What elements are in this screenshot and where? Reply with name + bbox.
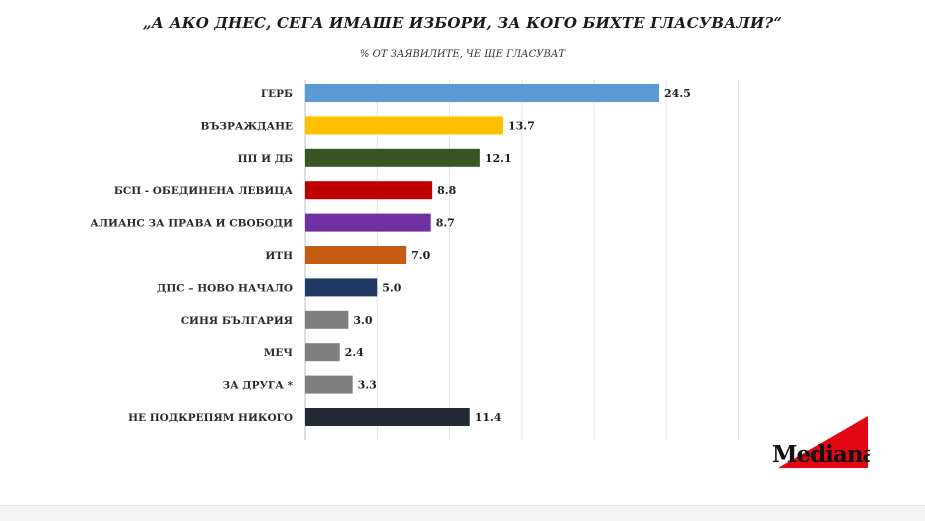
bar (305, 84, 660, 102)
category-label: ДПС – НОВО НАЧАЛО (157, 282, 293, 294)
category-label: БСП - ОБЕДИНЕНА ЛЕВИЦА (114, 185, 294, 197)
bottom-band (0, 505, 925, 521)
logo-red-triangle (778, 416, 868, 468)
bar (305, 278, 378, 297)
value-label: 2.4 (345, 346, 364, 359)
value-labels: 24.5 13.7 12.1 8.8 8.7 7.0 5.0 3.0 2.4 3.3 11.4 (345, 87, 691, 424)
category-label: СИНЯ БЪЛГАРИЯ (181, 315, 293, 327)
category-label: ПП И ДБ (238, 153, 293, 165)
value-label: 11.4 (475, 411, 502, 424)
category-label: ВЪЗРАЖДАНЕ (200, 120, 293, 132)
bar (305, 408, 470, 426)
bar (305, 310, 349, 329)
category-label: ЗА ДРУГА * (223, 380, 294, 392)
value-label: 12.1 (485, 152, 512, 165)
bar (305, 116, 503, 135)
value-label: 8.8 (437, 184, 456, 197)
value-label: 13.7 (508, 119, 535, 132)
value-label: 7.0 (411, 249, 430, 262)
mediana-logo: Mediana (772, 416, 870, 468)
category-label: НЕ ПОДКРЕПЯМ НИКОГО (128, 412, 293, 424)
chart-title: „А АКО ДНЕС, СЕГА ИМАШЕ ИЗБОРИ, ЗА КОГО … (142, 14, 783, 32)
logo-text: Mediana (772, 441, 870, 468)
bar (305, 213, 431, 232)
chart-subtitle: % ОТ ЗАЯВИЛИТЕ, ЧЕ ЩЕ ГЛАСУВАТ (359, 49, 566, 60)
value-label: 3.0 (353, 314, 372, 327)
category-label: ИТН (265, 250, 293, 262)
category-label: МЕЧ (264, 347, 294, 359)
category-labels: ГЕРБ ВЪЗРАЖДАНЕ ПП И ДБ БСП - ОБЕДИНЕНА ЛЕВ… (90, 88, 293, 424)
bar (305, 375, 353, 394)
value-label: 5.0 (382, 281, 401, 294)
category-label: ГЕРБ (261, 88, 293, 100)
bar (305, 181, 433, 200)
bar (305, 148, 480, 167)
value-label: 24.5 (664, 87, 691, 100)
grid-lines (304, 80, 739, 440)
bar (305, 343, 340, 362)
bar (305, 246, 407, 264)
value-label: 3.3 (358, 379, 377, 392)
bars (305, 84, 660, 426)
category-label: АЛИАНС ЗА ПРАВА И СВОБОДИ (90, 218, 293, 230)
value-label: 8.7 (436, 217, 455, 230)
